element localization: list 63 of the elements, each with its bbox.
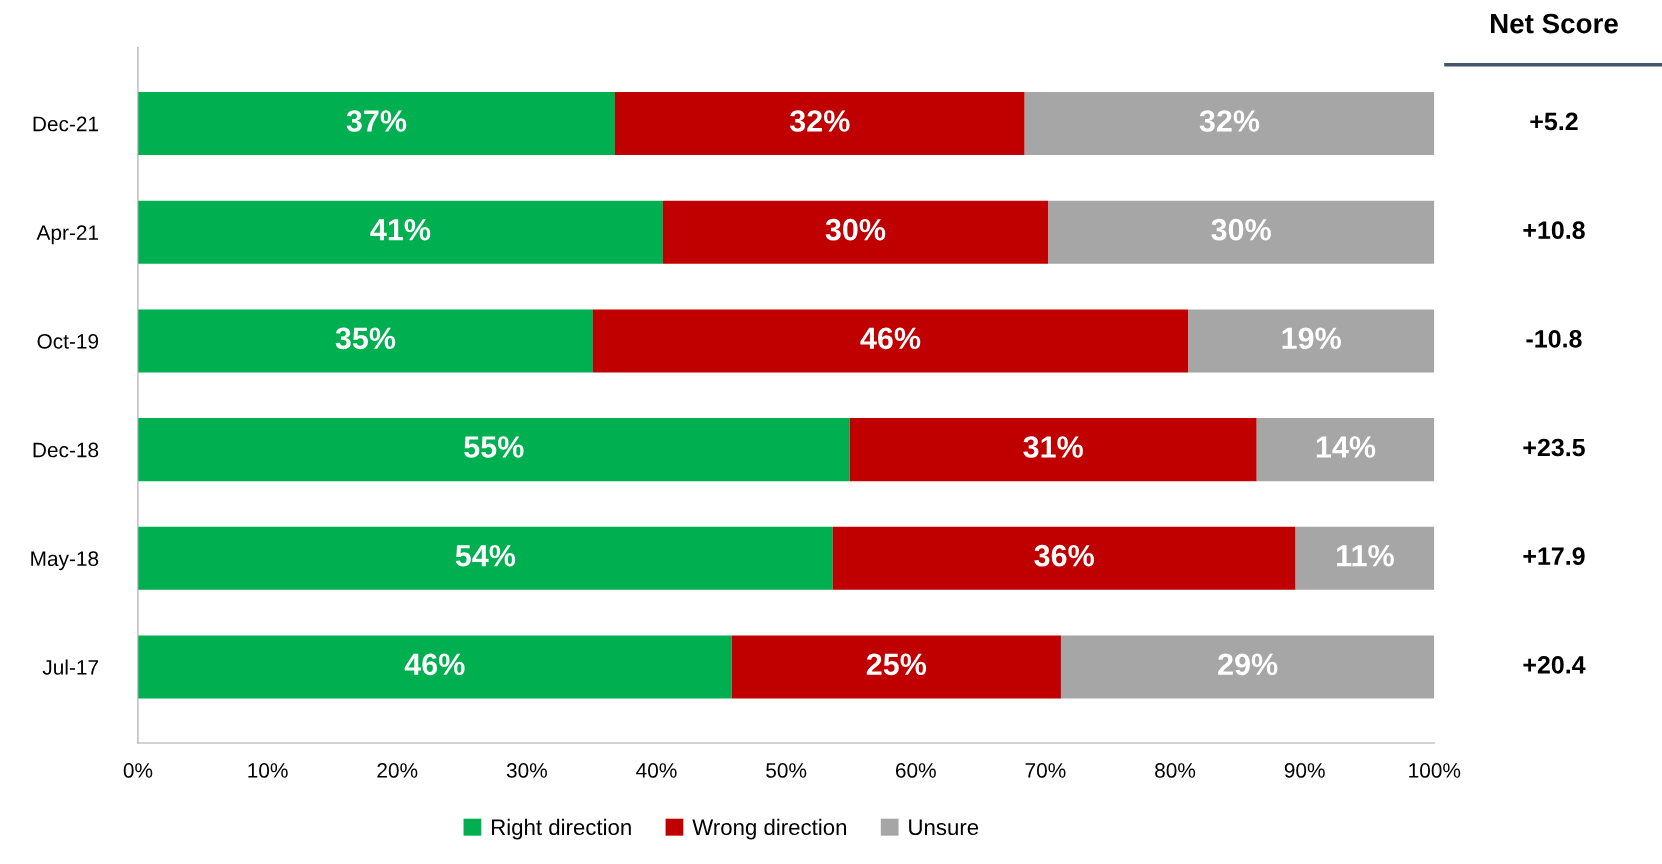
x-tick-label: 50%: [766, 763, 807, 778]
bar: [1047, 200, 1435, 264]
data-label: 35%: [335, 327, 396, 350]
bar: [832, 526, 1296, 590]
text: +5.2: [1530, 112, 1578, 131]
bar: [592, 309, 1188, 373]
data-label: 36%: [1034, 544, 1094, 567]
data-label: 55%: [464, 436, 524, 458]
x-tick-label: 40%: [636, 763, 677, 778]
bar: [662, 200, 1048, 264]
text: +10.8: [1523, 221, 1585, 239]
data-label: 30%: [825, 218, 886, 241]
data-label: 31%: [1023, 436, 1083, 458]
y-tick-label: Dec-21: [33, 116, 99, 132]
bar: [137, 92, 616, 156]
bar: [137, 309, 593, 373]
legend-label: Right direction: [492, 818, 631, 840]
bar: [615, 92, 1025, 156]
x-tick-label: 70%: [1025, 763, 1066, 778]
data-label: 19%: [1282, 327, 1341, 350]
data-label: 29%: [1218, 653, 1278, 676]
bar: [1060, 635, 1435, 699]
data-label: 32%: [1199, 110, 1260, 132]
x-tick-label: 80%: [1155, 763, 1196, 778]
bar: [137, 635, 732, 699]
text: -10.8: [1526, 329, 1582, 348]
bar: [849, 418, 1257, 482]
x-tick-label: 90%: [1284, 763, 1325, 778]
data-label: 46%: [860, 327, 921, 350]
x-tick-label: 60%: [895, 763, 936, 778]
y-tick-label: Apr-21: [36, 225, 99, 245]
legend-label: Unsure: [909, 819, 979, 836]
data-label: 46%: [404, 653, 465, 676]
text: +23.5: [1523, 438, 1585, 457]
data-label: 25%: [866, 653, 927, 676]
x-tick-label: 10%: [248, 763, 288, 778]
bar: [1256, 418, 1435, 482]
x-tick-label: 20%: [377, 763, 418, 778]
bar: [1024, 92, 1435, 156]
y-tick-label: Jul-17: [42, 659, 99, 675]
data-label: 32%: [789, 110, 850, 132]
data-label: 14%: [1316, 436, 1376, 458]
x-tick-label: 100%: [1409, 763, 1461, 778]
data-label: 30%: [1211, 218, 1271, 241]
bar: [137, 526, 833, 590]
bar: [137, 200, 663, 264]
data-label: 37%: [346, 110, 407, 132]
text: Net Score: [1490, 13, 1618, 34]
x-tick-label: 0%: [123, 763, 153, 778]
bar: [731, 635, 1061, 699]
text: +20.4: [1523, 655, 1586, 674]
data-label: 41%: [370, 218, 431, 241]
x-tick-label: 30%: [506, 763, 547, 778]
y-tick-label: May-18: [31, 551, 99, 571]
text: +17.9: [1523, 547, 1585, 565]
legend-label: Wrong direction: [692, 818, 847, 840]
y-tick-label: Oct-19: [37, 333, 99, 349]
data-label: 11%: [1337, 544, 1394, 567]
bar: [1295, 526, 1435, 590]
y-tick-label: Dec-18: [33, 442, 99, 458]
data-label: 54%: [455, 544, 516, 567]
bar: [137, 418, 850, 482]
bar: [1188, 309, 1435, 373]
